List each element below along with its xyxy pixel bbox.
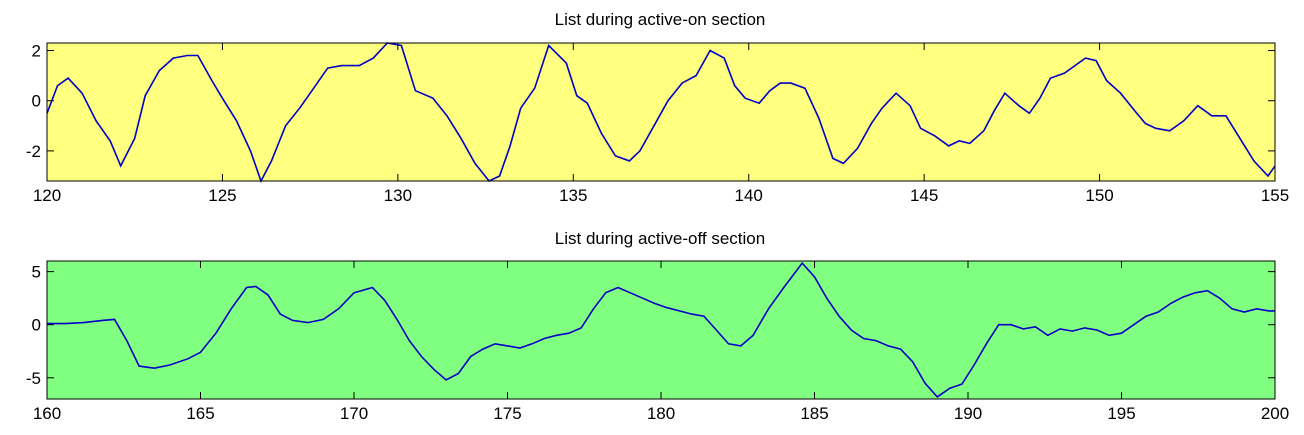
plot-area-active-off [46,260,1276,400]
x-tick-label-active-on: 120 [33,186,61,205]
x-tick-label-active-on: 140 [735,186,763,205]
x-tick-label-active-off: 175 [493,404,521,423]
panel-active-off: List during active-off section 160 165 170… [26,229,1289,423]
x-tick-label-active-off: 185 [800,404,828,423]
y-tick-label-active-on: 0 [32,92,41,111]
axis-ticks-active-on: 120 125 130 135 140 145 150 155 -2 0 2 [26,42,1289,205]
y-tick-label-active-on: -2 [26,142,41,161]
chart-title-active-off: List during active-off section [555,229,765,248]
axis-ticks-active-off: 160 165 170 175 180 185 190 195 200 -5 0 5 [26,261,1289,423]
y-tick-label-active-on: 2 [32,42,41,61]
y-tick-label-active-off: 5 [32,263,41,282]
x-tick-label-active-off: 170 [340,404,368,423]
x-tick-label-active-off: 200 [1261,404,1289,423]
x-tick-label-active-off: 180 [647,404,675,423]
y-tick-label-active-off: -5 [26,369,41,388]
series-line-active-on [46,42,1276,184]
x-tick-label-active-off: 190 [954,404,982,423]
x-tick-label-active-on: 155 [1261,186,1289,205]
x-tick-label-active-on: 135 [559,186,587,205]
y-tick-label-active-off: 0 [32,316,41,335]
x-tick-label-active-on: 130 [384,186,412,205]
series-line-active-off [47,261,1275,398]
plot-area-active-on [46,42,1276,182]
x-tick-label-active-on: 145 [910,186,938,205]
panel-active-on: List during active-on section 120 125 130 1… [26,10,1289,205]
chart-title-active-on: List during active-on section [555,10,766,29]
x-tick-label-active-on: 125 [208,186,236,205]
x-tick-label-active-on: 150 [1085,186,1113,205]
x-tick-label-active-off: 165 [186,404,214,423]
x-tick-label-active-off: 195 [1107,404,1135,423]
x-tick-label-active-off: 160 [33,404,61,423]
plot-area-active-off [46,260,1276,400]
